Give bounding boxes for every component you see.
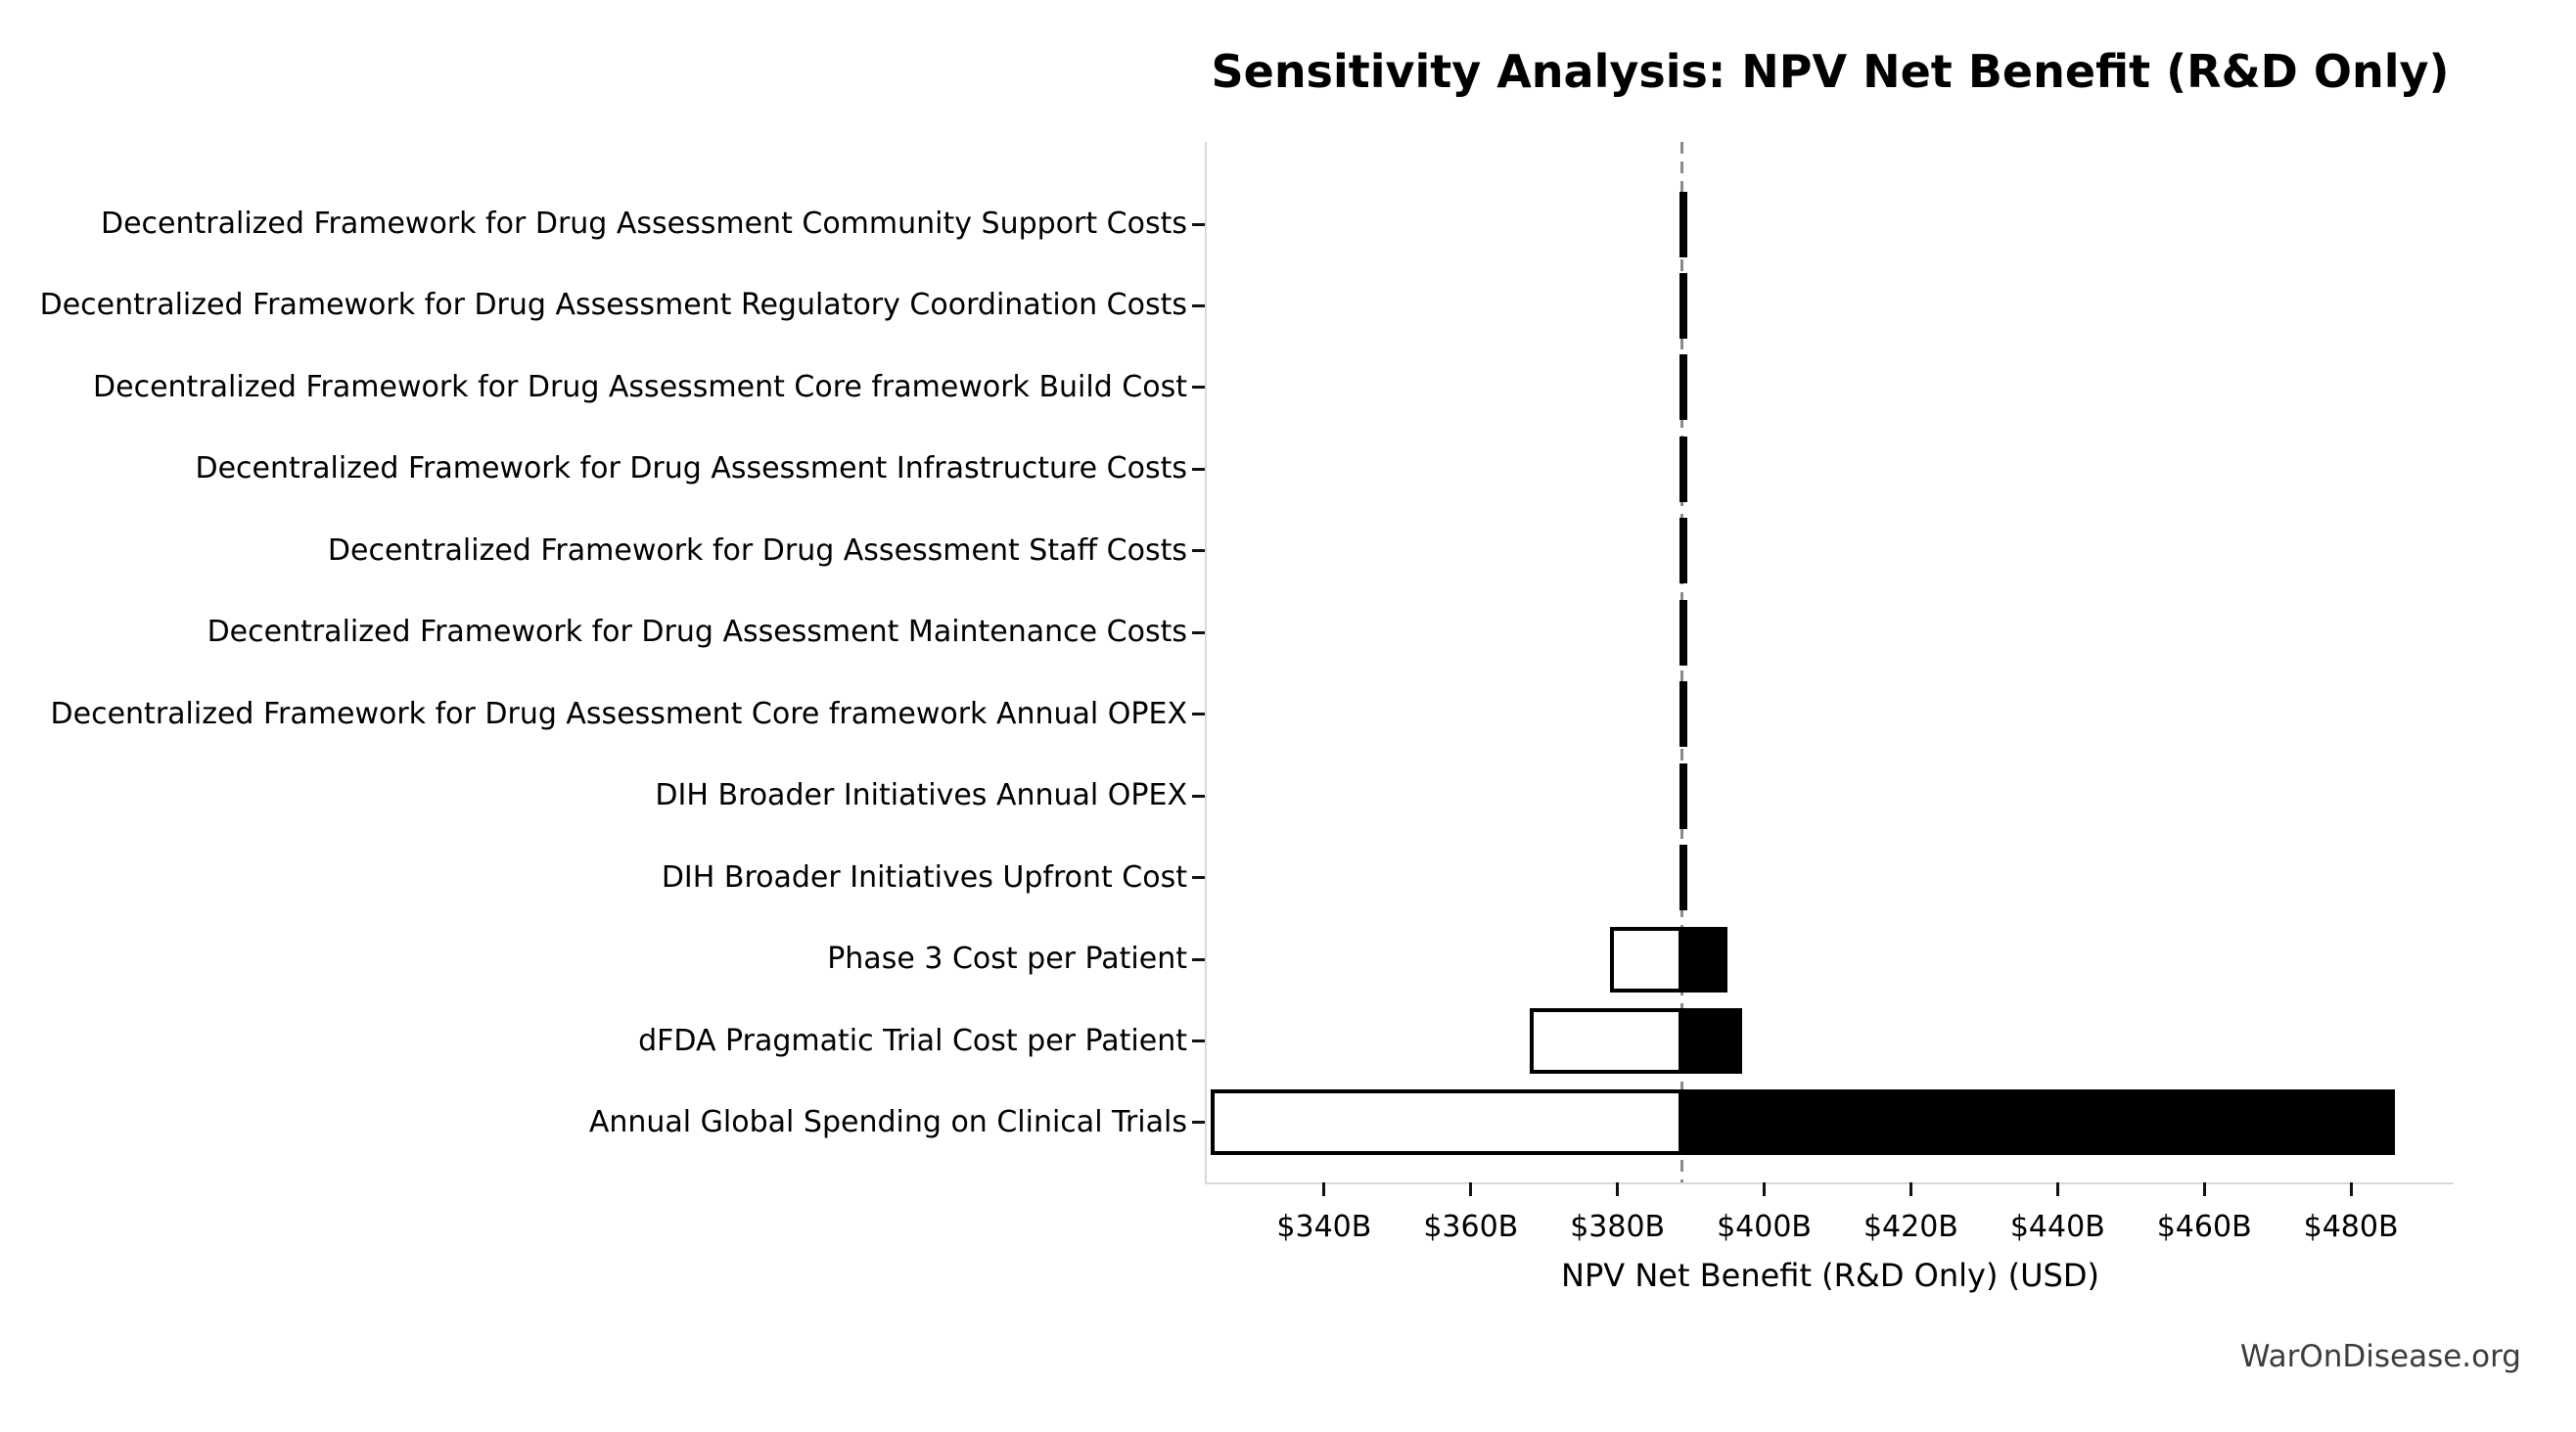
x-tick-label: $400B bbox=[1717, 1210, 1813, 1244]
bar-high-segment bbox=[1681, 845, 1684, 911]
bar-high-segment bbox=[1681, 436, 1684, 502]
y-tick-mark bbox=[1192, 794, 1205, 798]
y-tick-mark bbox=[1192, 1039, 1205, 1043]
y-tick-label: dFDA Pragmatic Trial Cost per Patient bbox=[638, 1023, 1187, 1058]
x-tick-mark bbox=[2349, 1182, 2353, 1196]
bar-low-segment bbox=[1529, 1008, 1682, 1075]
y-tick-mark bbox=[1192, 1121, 1205, 1125]
bar-low-segment bbox=[1210, 1089, 1682, 1156]
y-axis-spine bbox=[1205, 142, 1207, 1182]
y-tick-label: Decentralized Framework for Drug Assessm… bbox=[327, 532, 1187, 568]
x-tick-mark bbox=[1322, 1182, 1326, 1196]
y-tick-mark bbox=[1192, 876, 1205, 880]
bar-high-segment bbox=[1681, 599, 1684, 666]
bar-high-segment bbox=[1681, 926, 1728, 993]
y-tick-mark bbox=[1192, 957, 1205, 961]
bar-high-segment bbox=[1681, 354, 1684, 421]
x-axis-spine bbox=[1205, 1182, 2454, 1184]
y-tick-label: Decentralized Framework for Drug Assessm… bbox=[101, 207, 1187, 241]
chart-title: Sensitivity Analysis: NPV Net Benefit (R… bbox=[1211, 45, 2450, 98]
bar-high-segment bbox=[1681, 681, 1684, 748]
y-tick-mark bbox=[1192, 386, 1205, 390]
bar-high-segment bbox=[1681, 518, 1684, 584]
x-tick-label: $440B bbox=[2009, 1210, 2105, 1244]
x-tick-label: $360B bbox=[1423, 1210, 1519, 1244]
x-tick-mark bbox=[2202, 1182, 2206, 1196]
bar-low-segment bbox=[1610, 926, 1682, 993]
x-tick-mark bbox=[1616, 1182, 1620, 1196]
y-tick-mark bbox=[1192, 713, 1205, 716]
x-tick-mark bbox=[1469, 1182, 1473, 1196]
x-tick-mark bbox=[1763, 1182, 1767, 1196]
y-tick-label: DIH Broader Initiatives Upfront Cost bbox=[661, 859, 1187, 895]
bar-high-segment bbox=[1681, 191, 1684, 257]
x-tick-label: $340B bbox=[1276, 1210, 1372, 1244]
y-tick-label: Decentralized Framework for Drug Assessm… bbox=[207, 615, 1187, 650]
x-tick-label: $420B bbox=[1863, 1210, 1958, 1244]
y-tick-mark bbox=[1192, 630, 1205, 634]
y-tick-label: DIH Broader Initiatives Annual OPEX bbox=[655, 778, 1187, 813]
x-tick-label: $480B bbox=[2303, 1210, 2399, 1244]
bar-high-segment bbox=[1681, 1089, 2396, 1156]
y-tick-mark bbox=[1192, 222, 1205, 226]
y-tick-mark bbox=[1192, 303, 1205, 307]
y-tick-label: Phase 3 Cost per Patient bbox=[827, 942, 1187, 977]
y-tick-label: Decentralized Framework for Drug Assessm… bbox=[93, 369, 1187, 404]
y-tick-label: Decentralized Framework for Drug Assessm… bbox=[195, 451, 1187, 486]
y-tick-mark bbox=[1192, 467, 1205, 471]
y-tick-mark bbox=[1192, 549, 1205, 553]
bar-high-segment bbox=[1681, 272, 1684, 339]
x-tick-mark bbox=[1909, 1182, 1912, 1196]
x-tick-label: $460B bbox=[2156, 1210, 2252, 1244]
bar-high-segment bbox=[1681, 1008, 1743, 1075]
y-tick-label: Decentralized Framework for Drug Assessm… bbox=[39, 288, 1187, 323]
bar-high-segment bbox=[1681, 762, 1684, 829]
y-tick-label: Decentralized Framework for Drug Assessm… bbox=[50, 696, 1187, 731]
y-tick-label: Annual Global Spending on Clinical Trial… bbox=[588, 1104, 1187, 1139]
x-tick-label: $380B bbox=[1570, 1210, 1666, 1244]
x-tick-mark bbox=[2055, 1182, 2059, 1196]
watermark: WarOnDisease.org bbox=[2239, 1339, 2521, 1374]
plot-area bbox=[1205, 142, 2454, 1184]
x-axis-label: NPV Net Benefit (R&D Only) (USD) bbox=[1561, 1257, 2099, 1294]
